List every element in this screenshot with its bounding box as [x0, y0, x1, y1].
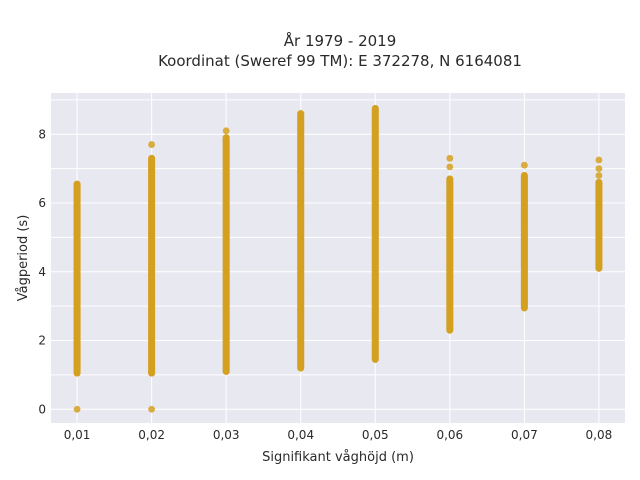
x-tick-label: 0,03: [213, 428, 240, 442]
x-tick-label: 0,07: [511, 428, 538, 442]
data-point: [520, 161, 528, 169]
data-point: [595, 165, 603, 173]
data-point: [446, 154, 454, 162]
y-tick-label: 4: [38, 265, 46, 279]
data-point: [148, 141, 156, 148]
x-axis-label: Signifikant våghöjd (m): [262, 450, 414, 465]
grid: [51, 93, 625, 423]
chart-title-line2: Koordinat (Sweref 99 TM): E 372278, N 61…: [158, 52, 522, 70]
data-point: [148, 154, 156, 162]
x-tick-label: 0,05: [362, 428, 389, 442]
data-point: [520, 172, 528, 179]
data-point: [222, 127, 230, 135]
data-point: [595, 172, 603, 179]
data-point: [222, 134, 230, 142]
data-point: [297, 110, 305, 118]
chart-title-line1: År 1979 - 2019: [284, 31, 397, 50]
data-point: [595, 178, 603, 186]
x-tick-label: 0,08: [586, 428, 613, 442]
y-tick-label: 8: [38, 127, 46, 141]
data-point: [446, 175, 454, 183]
x-tick-label: 0,04: [287, 428, 314, 442]
y-tick-label: 2: [38, 334, 46, 348]
data-point: [73, 405, 81, 413]
data-points: [73, 104, 603, 413]
data-point: [446, 163, 454, 171]
x-tick-label: 0,06: [436, 428, 463, 442]
plot-area: [51, 93, 625, 423]
x-tick-label: 0,02: [138, 428, 165, 442]
y-axis-label: Vågperiod (s): [16, 215, 31, 302]
data-point: [73, 180, 81, 188]
x-tick-label: 0,01: [64, 428, 91, 442]
y-tick-label: 6: [38, 196, 46, 210]
data-point: [371, 105, 379, 112]
data-point: [148, 405, 156, 413]
y-tick-label: 0: [38, 402, 46, 416]
tick-labels: 0,01 0,02 0,03 0,04 0,05 0,06 0,07 0,08 0 2 4 6 8: [38, 127, 612, 442]
data-point: [595, 156, 603, 164]
